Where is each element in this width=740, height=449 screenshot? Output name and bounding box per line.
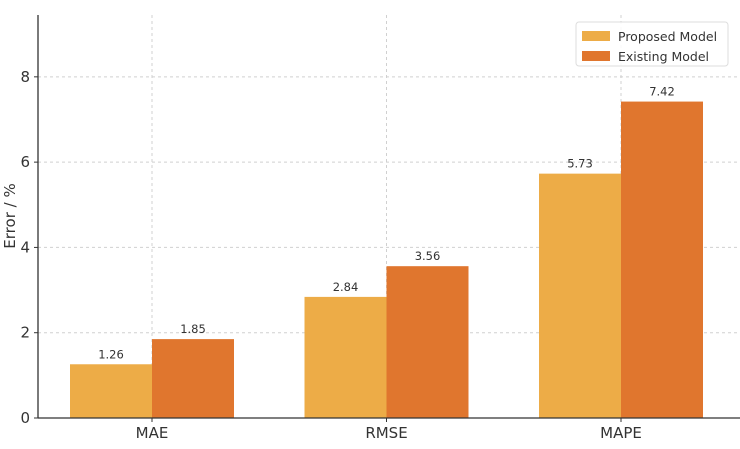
y-tick-label: 0 — [20, 409, 30, 427]
y-tick-label: 4 — [20, 238, 30, 256]
y-axis-label: Error / % — [1, 183, 19, 248]
x-tick-label: MAE — [136, 424, 169, 442]
bar-existing-model — [386, 266, 469, 418]
legend: Proposed Model Existing Model — [575, 21, 729, 67]
data-label: 3.56 — [415, 249, 441, 263]
data-labels: 1.26 2.84 5.73 1.85 3.56 7.42 — [98, 85, 675, 362]
data-label: 2.84 — [333, 280, 359, 294]
x-tick-label: MAPE — [600, 424, 642, 442]
y-tick-label: 6 — [20, 153, 30, 171]
y-tick-label: 2 — [20, 324, 30, 342]
bar-existing-model — [621, 101, 703, 418]
bar-proposed-model — [304, 296, 387, 418]
bars — [70, 101, 703, 418]
bar-proposed-model — [539, 173, 621, 418]
legend-swatch — [582, 51, 610, 61]
legend-label: Proposed Model — [618, 29, 717, 44]
data-label: 5.73 — [567, 157, 593, 171]
bar-existing-model — [152, 339, 234, 418]
y-tick-label: 8 — [20, 68, 30, 86]
x-tick-label: RMSE — [365, 424, 407, 442]
data-label: 1.85 — [180, 322, 206, 336]
legend-swatch — [582, 31, 610, 41]
legend-label: Existing Model — [618, 49, 709, 64]
axes: 0 2 4 6 8 MAE RMSE MAPE — [20, 15, 740, 442]
data-label: 7.42 — [649, 85, 675, 99]
legend-box — [575, 21, 729, 67]
data-label: 1.26 — [98, 347, 124, 361]
bar-proposed-model — [70, 364, 152, 418]
